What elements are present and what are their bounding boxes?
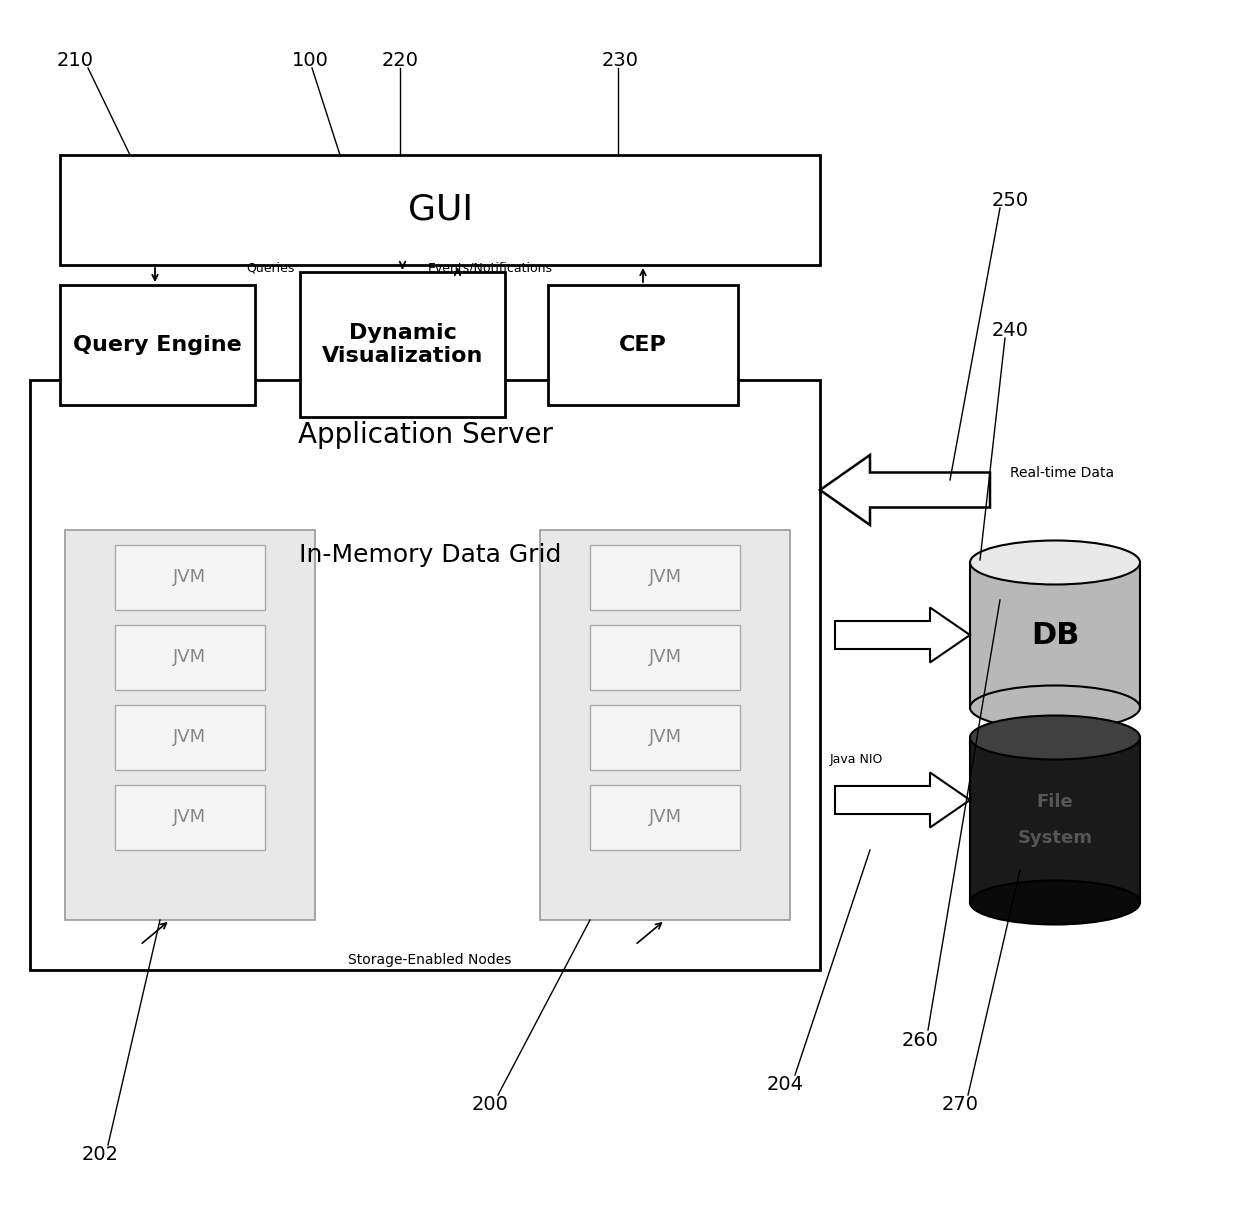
Ellipse shape bbox=[970, 715, 1140, 760]
Text: JVM: JVM bbox=[174, 809, 207, 826]
Bar bbox=[60, 155, 820, 265]
Text: Java NIO: Java NIO bbox=[830, 753, 883, 767]
Bar bbox=[548, 286, 738, 405]
Text: Dynamic
Visualization: Dynamic Visualization bbox=[322, 323, 484, 366]
Bar bbox=[590, 545, 740, 611]
Polygon shape bbox=[835, 608, 970, 662]
Text: JVM: JVM bbox=[649, 649, 682, 666]
Bar bbox=[590, 785, 740, 849]
Bar bbox=[30, 380, 820, 970]
Text: JVM: JVM bbox=[174, 649, 207, 666]
Text: System: System bbox=[1018, 828, 1092, 847]
Polygon shape bbox=[835, 773, 970, 827]
Text: 100: 100 bbox=[291, 50, 329, 69]
Text: 220: 220 bbox=[382, 50, 419, 69]
Text: 260: 260 bbox=[901, 1030, 939, 1050]
Bar bbox=[60, 286, 255, 405]
Text: 240: 240 bbox=[992, 320, 1028, 340]
Text: CEP: CEP bbox=[619, 335, 667, 355]
Text: 210: 210 bbox=[57, 50, 93, 69]
Ellipse shape bbox=[970, 880, 1140, 924]
Bar bbox=[590, 705, 740, 771]
Text: 204: 204 bbox=[766, 1076, 804, 1094]
Bar bbox=[115, 785, 265, 849]
Text: GUI: GUI bbox=[408, 193, 472, 227]
Bar bbox=[300, 272, 505, 417]
Bar bbox=[590, 625, 740, 691]
Text: JVM: JVM bbox=[174, 569, 207, 586]
Text: Storage-Enabled Nodes: Storage-Enabled Nodes bbox=[348, 953, 512, 968]
Text: Real-time Data: Real-time Data bbox=[1011, 467, 1114, 480]
Text: File: File bbox=[1037, 793, 1074, 811]
Bar bbox=[970, 737, 1140, 902]
Text: 202: 202 bbox=[82, 1146, 119, 1165]
Ellipse shape bbox=[970, 686, 1140, 730]
Text: JVM: JVM bbox=[649, 569, 682, 586]
Text: JVM: JVM bbox=[649, 729, 682, 746]
Text: In-Memory Data Grid: In-Memory Data Grid bbox=[299, 543, 562, 567]
Text: Events/Notifications: Events/Notifications bbox=[428, 261, 553, 275]
Text: 200: 200 bbox=[471, 1096, 508, 1114]
Text: JVM: JVM bbox=[649, 809, 682, 826]
Text: Queries: Queries bbox=[246, 261, 294, 275]
Text: Query Engine: Query Engine bbox=[73, 335, 242, 355]
Text: 270: 270 bbox=[941, 1096, 978, 1114]
Bar bbox=[115, 705, 265, 771]
Bar bbox=[539, 531, 790, 920]
Polygon shape bbox=[820, 455, 990, 524]
Bar bbox=[64, 531, 315, 920]
Text: DB: DB bbox=[1030, 620, 1079, 650]
Text: JVM: JVM bbox=[174, 729, 207, 746]
Bar bbox=[115, 545, 265, 611]
Text: 250: 250 bbox=[992, 191, 1028, 209]
Text: Application Server: Application Server bbox=[298, 421, 553, 449]
Bar bbox=[115, 625, 265, 691]
Ellipse shape bbox=[970, 540, 1140, 585]
Text: 230: 230 bbox=[601, 50, 639, 69]
Bar bbox=[970, 563, 1140, 708]
